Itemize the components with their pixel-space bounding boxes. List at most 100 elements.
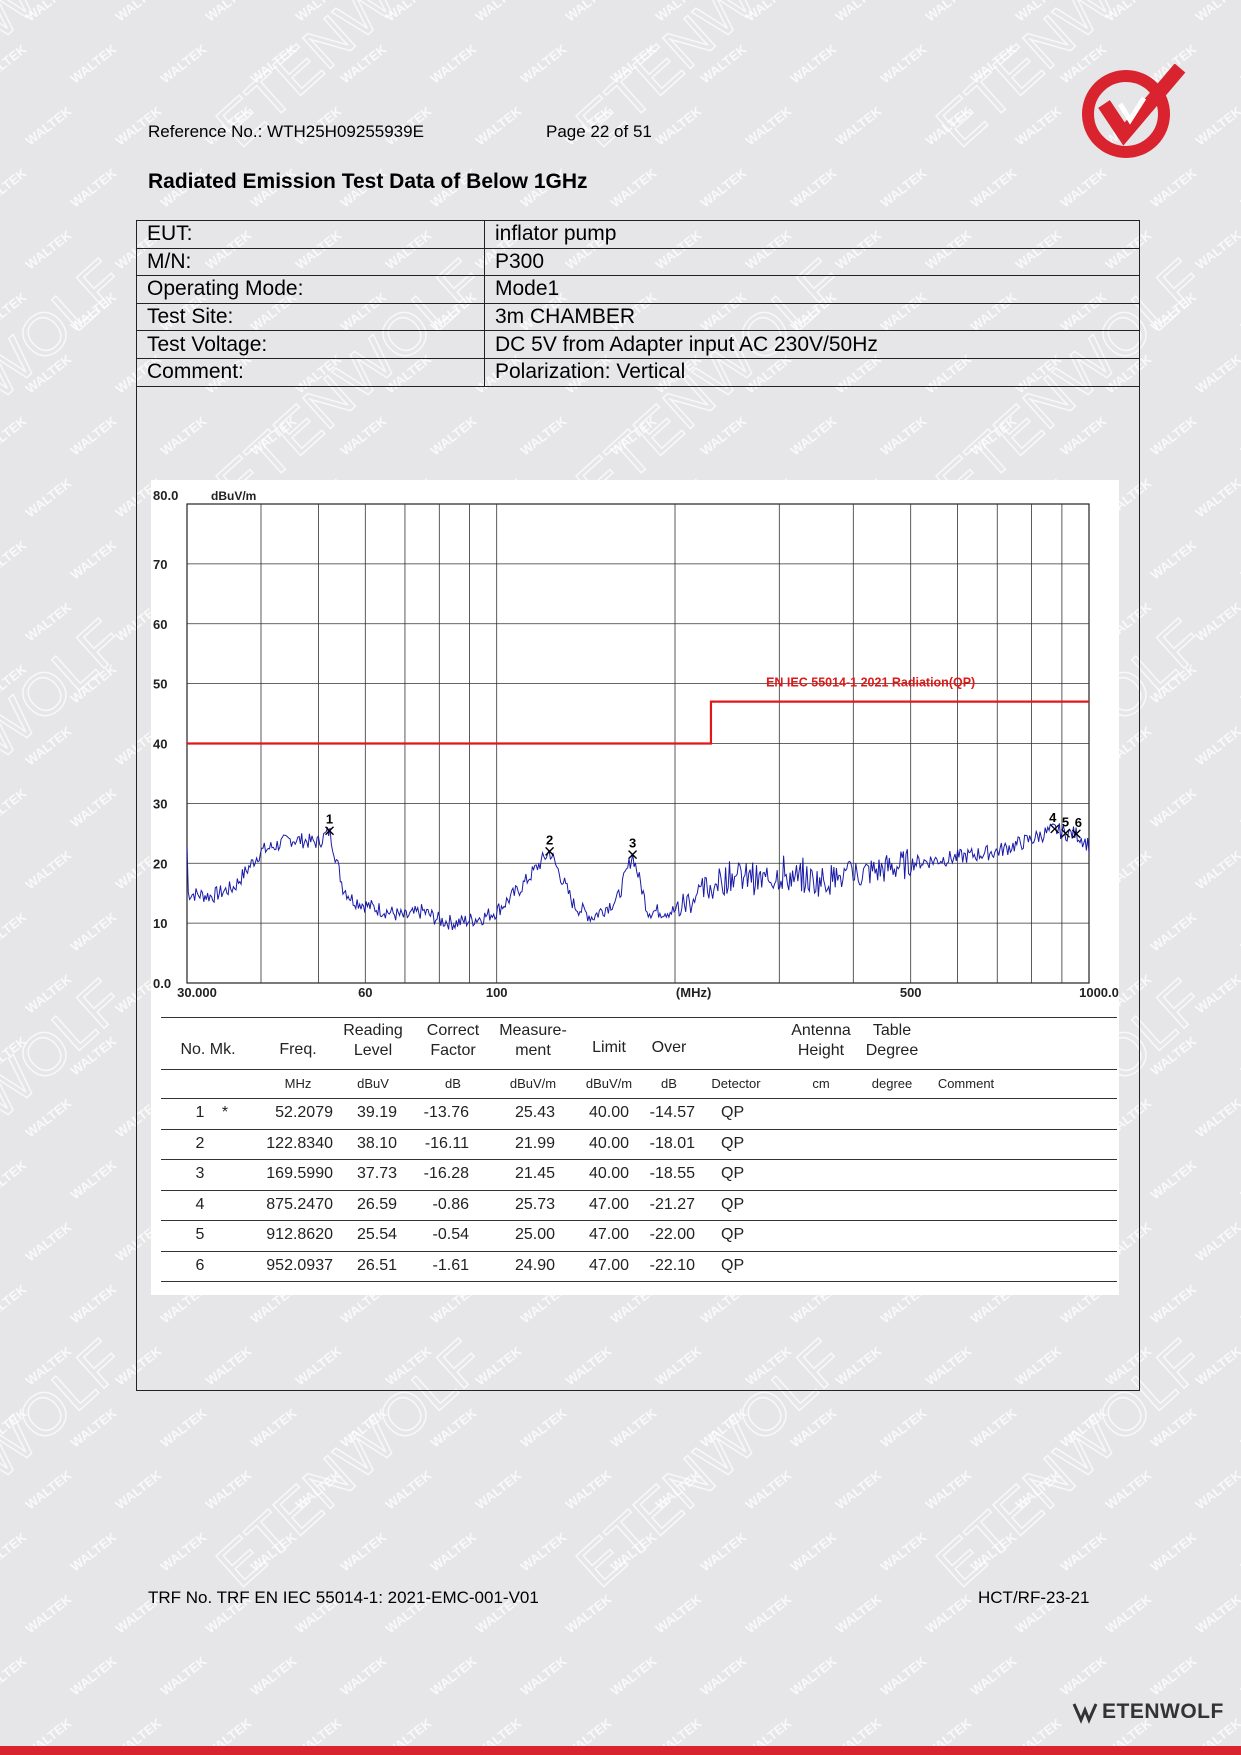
reference-number: Reference No.: WTH25H09255939E — [148, 122, 424, 141]
y-tick-label: 80.0 — [153, 488, 178, 503]
unit-detector: Detector — [711, 1076, 761, 1091]
watermark-text: WALTEK — [878, 165, 930, 210]
info-key: M/N: — [136, 247, 485, 277]
header-reading-1: Reading — [343, 1022, 403, 1039]
watermark-text: WALTEK — [23, 0, 75, 24]
marker-label: 1 — [326, 812, 333, 827]
y-tick-label: 40 — [153, 737, 167, 752]
cell-limit: 47.00 — [588, 1195, 629, 1213]
cell-no: 2 — [195, 1134, 205, 1152]
watermark-text: WALTEK — [23, 847, 75, 892]
watermark-text: WALTEK — [788, 1529, 840, 1574]
watermark-text: WALTEK — [0, 41, 30, 86]
cell-mk: * — [221, 1104, 229, 1121]
cell-detector: QP — [721, 1226, 745, 1243]
watermark-text: WALTEK — [0, 1033, 30, 1078]
watermark-text: WALTEK — [158, 1529, 210, 1574]
watermark-text: WALTEK — [248, 41, 300, 86]
watermark-text-large: ETENWOLF — [0, 1327, 136, 1600]
cell-measure: 25.00 — [514, 1226, 555, 1243]
watermark-text: WALTEK — [23, 599, 75, 644]
watermark-text: WALTEK — [68, 1653, 120, 1698]
watermark-text: WALTEK — [1193, 1467, 1241, 1512]
watermark-text: WALTEK — [1193, 1095, 1241, 1140]
watermark-text: WALTEK — [23, 1095, 75, 1140]
info-row: Comment: Polarization: Vertical — [136, 357, 1140, 387]
marker-cross — [1061, 828, 1071, 838]
y-tick-label: 0.0 — [153, 976, 171, 991]
x-tick-label: 30.000 — [177, 985, 217, 1000]
watermark-text: WALTEK — [1193, 723, 1241, 768]
y-tick-label: 70 — [153, 557, 167, 572]
header-table-2: Degree — [865, 1042, 919, 1059]
watermark-text: WALTEK — [68, 1529, 120, 1574]
x-tick-label: 1000.0 — [1079, 985, 1119, 1000]
watermark-text: WALTEK — [1148, 1405, 1200, 1450]
watermark-text: WALTEK — [698, 41, 750, 86]
watermark-text: WALTEK — [518, 41, 570, 86]
info-value: inflator pump — [484, 220, 1140, 249]
cell-limit: 40.00 — [588, 1165, 629, 1182]
watermark-text: WALTEK — [923, 1467, 975, 1512]
watermark-text: WALTEK — [518, 1529, 570, 1574]
header-reading-2: Level — [353, 1042, 393, 1059]
cell-over: -22.10 — [649, 1256, 695, 1274]
watermark-text: WALTEK — [698, 1405, 750, 1450]
watermark-text: WALTEK — [518, 1653, 570, 1698]
cell-detector: QP — [721, 1104, 745, 1121]
watermark-text: WALTEK — [1148, 661, 1200, 706]
watermark-text: WALTEK — [923, 103, 975, 148]
watermark-text: WALTEK — [653, 1467, 705, 1512]
watermark-text: WALTEK — [158, 41, 210, 86]
watermark-text: WALTEK — [0, 289, 30, 334]
watermark-text: WALTEK — [23, 723, 75, 768]
watermark-text: WALTEK — [248, 1405, 300, 1450]
watermark-text: WALTEK — [608, 1653, 660, 1698]
marker-label: 2 — [546, 832, 553, 847]
info-value: Polarization: Vertical — [484, 357, 1140, 387]
watermark-text: WALTEK — [338, 1405, 390, 1450]
footer-brand: ETENWOLF — [1072, 1700, 1224, 1724]
watermark-text: WALTEK — [473, 1467, 525, 1512]
trf-number: TRF No. TRF EN IEC 55014-1: 2021-EMC-001… — [148, 1588, 539, 1607]
header-correct-2: Factor — [430, 1042, 476, 1059]
watermark-text: WALTEK — [0, 1281, 30, 1326]
marker-cross — [545, 846, 555, 856]
cell-no: 6 — [195, 1256, 205, 1274]
watermark-text: WALTEK — [1238, 537, 1241, 582]
cell-reading: 25.54 — [356, 1226, 397, 1243]
unit-degree: degree — [871, 1076, 913, 1091]
watermark-text: WALTEK — [1058, 1529, 1110, 1574]
watermark-text: WALTEK — [1103, 1467, 1155, 1512]
cell-no: 5 — [195, 1226, 205, 1243]
info-key: Operating Mode: — [136, 275, 485, 304]
cell-over: -18.55 — [649, 1165, 695, 1182]
watermark-text: WALTEK — [248, 1529, 300, 1574]
unit-freq: MHz — [284, 1076, 312, 1091]
limit-line — [187, 700, 1089, 745]
watermark-text: WALTEK — [428, 1405, 480, 1450]
header-correct-1: Correct — [426, 1022, 480, 1039]
watermark-text: WALTEK — [68, 785, 120, 830]
watermark-text: WALTEK — [1238, 1405, 1241, 1450]
watermark-text: WALTEK — [788, 1653, 840, 1698]
cell-no: 1 — [195, 1104, 205, 1121]
unit-measure: dBuV/m — [509, 1076, 557, 1091]
cell-correct: -13.76 — [423, 1104, 469, 1121]
watermark-text: WALTEK — [1193, 475, 1241, 520]
watermark-text: WALTEK — [743, 1467, 795, 1512]
cell-limit: 47.00 — [588, 1256, 629, 1274]
watermark-text: WALTEK — [743, 1591, 795, 1636]
watermark-text: WALTEK — [0, 661, 30, 706]
watermark-text: WALTEK — [743, 0, 795, 24]
watermark-text: WALTEK — [338, 1529, 390, 1574]
watermark-text: WALTEK — [0, 165, 30, 210]
marker-label: 5 — [1062, 814, 1069, 829]
cell-reading: 26.59 — [356, 1195, 397, 1213]
watermark-text: WALTEK — [1193, 227, 1241, 272]
cell-detector: QP — [721, 1165, 745, 1182]
watermark-text: WALTEK — [788, 165, 840, 210]
watermark-text: WALTEK — [23, 1219, 75, 1264]
watermark-text: WALTEK — [338, 41, 390, 86]
table-row: 5 912.8620 25.54 -0.54 25.00 47.00 -22.00 QP — [161, 1221, 1117, 1252]
